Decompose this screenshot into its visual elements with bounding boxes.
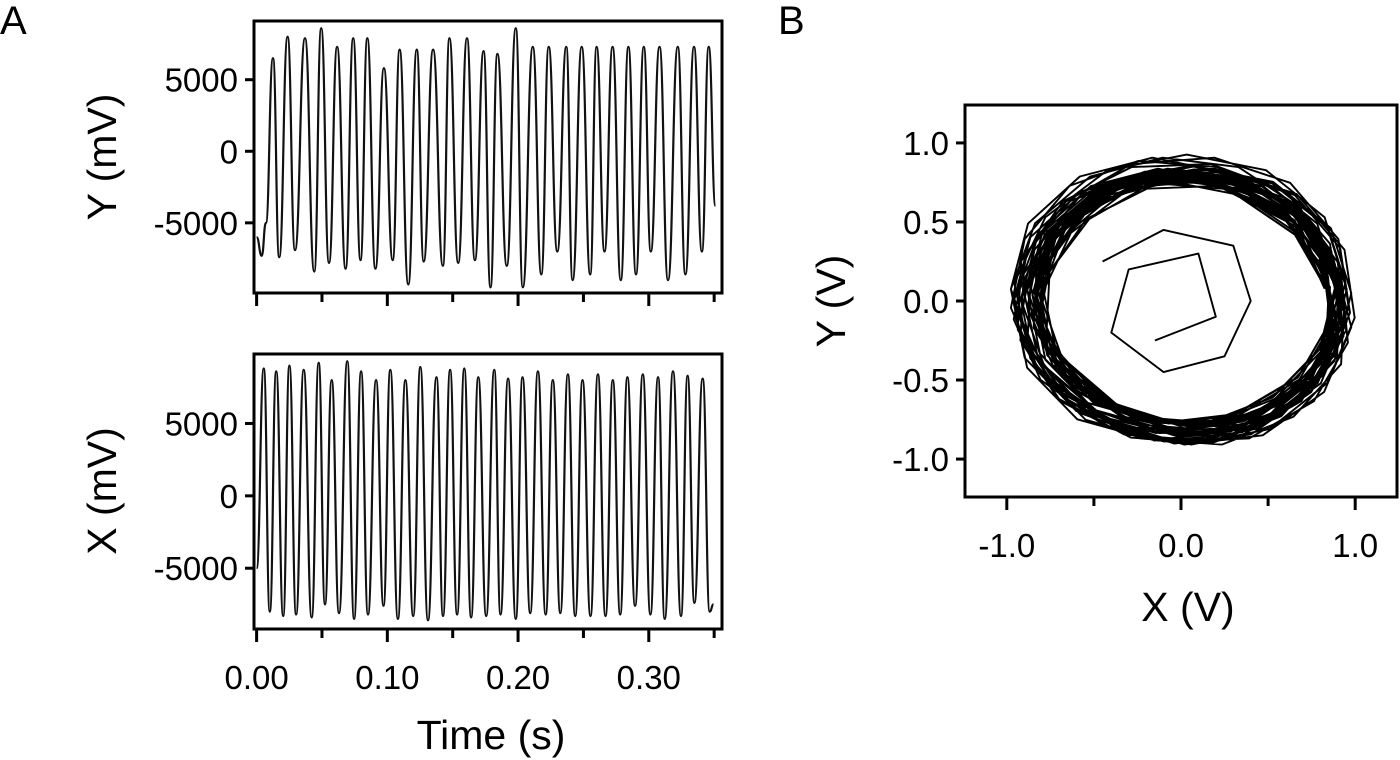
panel-a-bottom-plot: -5000 0 5000 0.00 0.10 0.20 0.30 X (mV) Time …	[79, 352, 724, 758]
y-tick-label: -5000	[154, 550, 238, 587]
y-tick-label: 1.0	[903, 125, 949, 162]
panel-b-xlabel: X (V)	[1141, 584, 1234, 630]
y-tick-label: 0	[220, 133, 238, 170]
panel-a-top-plot: -5000 0 5000 Y (mV)	[79, 19, 724, 306]
y-tick-label: -1.0	[892, 441, 949, 478]
panel-a-bottom-frame	[252, 352, 724, 631]
panel-b-letter: B	[778, 0, 805, 43]
x-tick-label: -1.0	[978, 527, 1035, 564]
x-tick-label: 0.30	[617, 659, 681, 696]
phase-portrait-trace	[1009, 153, 1356, 446]
y-tick-label: 0.0	[903, 283, 949, 320]
panel-a-letter: A	[0, 0, 27, 43]
panel-a-top-ylabel: Y (mV)	[79, 94, 125, 221]
panel-b-plot: -1.0 -0.5 0.0 0.5 1.0 -1.0 0.0 1.0 Y (V) X (V)	[808, 103, 1399, 630]
panel-a-bottom-ylabel: X (mV)	[79, 427, 125, 555]
y-tick-label: 5000	[165, 62, 238, 99]
y-tick-label: 5000	[165, 405, 238, 442]
y-tick-label: -5000	[154, 205, 238, 242]
y-tick-label: 0	[220, 478, 238, 515]
panel-a-xlabel: Time (s)	[417, 712, 566, 758]
x-tick-label: 0.00	[224, 659, 288, 696]
x-tick-label: 1.0	[1332, 527, 1378, 564]
y-tick-label: 0.5	[903, 204, 949, 241]
panel-b-ylabel: Y (V)	[808, 255, 854, 348]
panel-a-top-frame	[252, 19, 724, 295]
y-voltage-trace	[255, 27, 717, 289]
x-tick-label: 0.0	[1158, 527, 1204, 564]
y-tick-label: -0.5	[892, 362, 949, 399]
x-voltage-trace	[255, 360, 714, 622]
x-tick-label: 0.10	[355, 659, 419, 696]
x-tick-label: 0.20	[486, 659, 550, 696]
